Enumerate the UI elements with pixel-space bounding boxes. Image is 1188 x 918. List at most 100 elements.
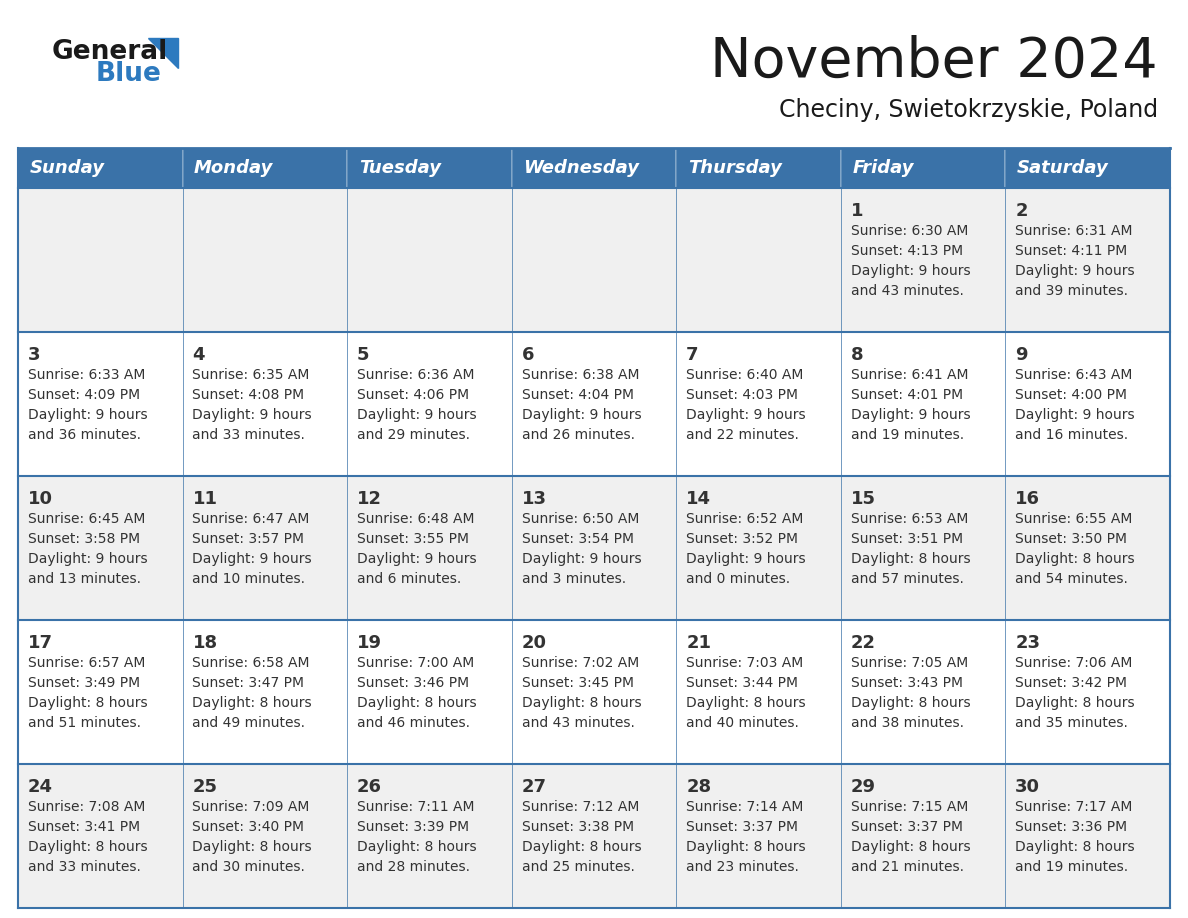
Text: Daylight: 9 hours: Daylight: 9 hours [27,408,147,422]
Bar [183,476,347,620]
Bar [347,188,512,332]
Text: and 54 minutes.: and 54 minutes. [1016,572,1129,586]
Text: Sunrise: 7:11 AM: Sunrise: 7:11 AM [358,800,474,814]
Bar [676,148,841,188]
Text: and 29 minutes.: and 29 minutes. [358,428,470,442]
Text: and 49 minutes.: and 49 minutes. [192,716,305,730]
Text: 26: 26 [358,778,383,796]
Text: Sunset: 4:06 PM: Sunset: 4:06 PM [358,388,469,402]
Bar [18,476,183,620]
Text: 2: 2 [1016,202,1028,220]
Text: Sunrise: 7:02 AM: Sunrise: 7:02 AM [522,656,639,670]
Text: and 30 minutes.: and 30 minutes. [192,860,305,874]
Bar [841,148,1005,188]
Text: and 13 minutes.: and 13 minutes. [27,572,141,586]
Bar [183,764,347,908]
Bar [183,620,347,764]
Text: Sunset: 4:11 PM: Sunset: 4:11 PM [1016,244,1127,258]
Text: 27: 27 [522,778,546,796]
Text: 22: 22 [851,634,876,652]
Text: 12: 12 [358,490,383,508]
Text: Daylight: 9 hours: Daylight: 9 hours [687,552,805,566]
Text: Daylight: 9 hours: Daylight: 9 hours [522,408,642,422]
Text: Sunset: 3:38 PM: Sunset: 3:38 PM [522,820,633,834]
Text: and 35 minutes.: and 35 minutes. [1016,716,1129,730]
Bar [512,188,676,332]
Text: 1: 1 [851,202,864,220]
Text: Thursday: Thursday [688,159,782,177]
Text: Sunrise: 6:47 AM: Sunrise: 6:47 AM [192,512,310,526]
Text: Sunrise: 6:33 AM: Sunrise: 6:33 AM [27,368,145,382]
Text: Daylight: 8 hours: Daylight: 8 hours [687,696,805,710]
Bar [676,332,841,476]
Text: Daylight: 8 hours: Daylight: 8 hours [851,696,971,710]
Text: Sunrise: 7:14 AM: Sunrise: 7:14 AM [687,800,803,814]
Text: Sunset: 3:42 PM: Sunset: 3:42 PM [1016,676,1127,690]
Text: 14: 14 [687,490,712,508]
Text: 4: 4 [192,346,206,364]
Text: Sunrise: 6:35 AM: Sunrise: 6:35 AM [192,368,310,382]
Text: 11: 11 [192,490,217,508]
Text: Sunset: 4:01 PM: Sunset: 4:01 PM [851,388,962,402]
Text: Friday: Friday [852,159,914,177]
Text: and 40 minutes.: and 40 minutes. [687,716,800,730]
Text: 9: 9 [1016,346,1028,364]
Text: and 19 minutes.: and 19 minutes. [1016,860,1129,874]
Text: and 10 minutes.: and 10 minutes. [192,572,305,586]
Text: and 28 minutes.: and 28 minutes. [358,860,470,874]
Text: 13: 13 [522,490,546,508]
Text: and 19 minutes.: and 19 minutes. [851,428,963,442]
Text: Sunset: 4:13 PM: Sunset: 4:13 PM [851,244,962,258]
Bar [183,148,347,188]
Text: Sunset: 3:57 PM: Sunset: 3:57 PM [192,532,304,546]
Text: Tuesday: Tuesday [359,159,441,177]
Text: 25: 25 [192,778,217,796]
Bar [347,332,512,476]
Text: Daylight: 8 hours: Daylight: 8 hours [358,696,476,710]
Text: Daylight: 8 hours: Daylight: 8 hours [192,840,312,854]
Text: and 21 minutes.: and 21 minutes. [851,860,963,874]
Bar [1005,476,1170,620]
Text: and 16 minutes.: and 16 minutes. [1016,428,1129,442]
Text: Wednesday: Wednesday [523,159,639,177]
Bar [512,332,676,476]
Text: Daylight: 9 hours: Daylight: 9 hours [27,552,147,566]
Bar [18,188,183,332]
Text: General: General [52,39,169,65]
Bar [841,764,1005,908]
Text: Sunrise: 6:41 AM: Sunrise: 6:41 AM [851,368,968,382]
Text: Sunset: 4:04 PM: Sunset: 4:04 PM [522,388,633,402]
Text: Sunday: Sunday [30,159,105,177]
Text: 19: 19 [358,634,383,652]
Text: Sunrise: 6:43 AM: Sunrise: 6:43 AM [1016,368,1132,382]
Text: Daylight: 8 hours: Daylight: 8 hours [851,552,971,566]
Text: 18: 18 [192,634,217,652]
Bar [841,620,1005,764]
Text: Sunset: 3:46 PM: Sunset: 3:46 PM [358,676,469,690]
Text: 24: 24 [27,778,53,796]
Text: Sunrise: 6:50 AM: Sunrise: 6:50 AM [522,512,639,526]
Text: 5: 5 [358,346,369,364]
Text: Daylight: 8 hours: Daylight: 8 hours [1016,552,1135,566]
Text: Daylight: 9 hours: Daylight: 9 hours [358,408,476,422]
Bar [512,764,676,908]
Text: Sunset: 3:47 PM: Sunset: 3:47 PM [192,676,304,690]
Text: and 23 minutes.: and 23 minutes. [687,860,800,874]
Text: Sunrise: 7:17 AM: Sunrise: 7:17 AM [1016,800,1132,814]
Bar [841,188,1005,332]
Text: Sunrise: 6:45 AM: Sunrise: 6:45 AM [27,512,145,526]
Text: and 57 minutes.: and 57 minutes. [851,572,963,586]
Text: 8: 8 [851,346,864,364]
Text: Daylight: 9 hours: Daylight: 9 hours [851,408,971,422]
Text: Daylight: 9 hours: Daylight: 9 hours [358,552,476,566]
Bar [347,620,512,764]
Text: Sunrise: 7:00 AM: Sunrise: 7:00 AM [358,656,474,670]
Text: Daylight: 9 hours: Daylight: 9 hours [192,552,312,566]
Text: and 33 minutes.: and 33 minutes. [27,860,140,874]
Text: and 46 minutes.: and 46 minutes. [358,716,470,730]
Text: Sunset: 3:40 PM: Sunset: 3:40 PM [192,820,304,834]
Text: Daylight: 9 hours: Daylight: 9 hours [192,408,312,422]
Text: Daylight: 8 hours: Daylight: 8 hours [1016,840,1135,854]
Text: 3: 3 [27,346,40,364]
Bar [18,764,183,908]
